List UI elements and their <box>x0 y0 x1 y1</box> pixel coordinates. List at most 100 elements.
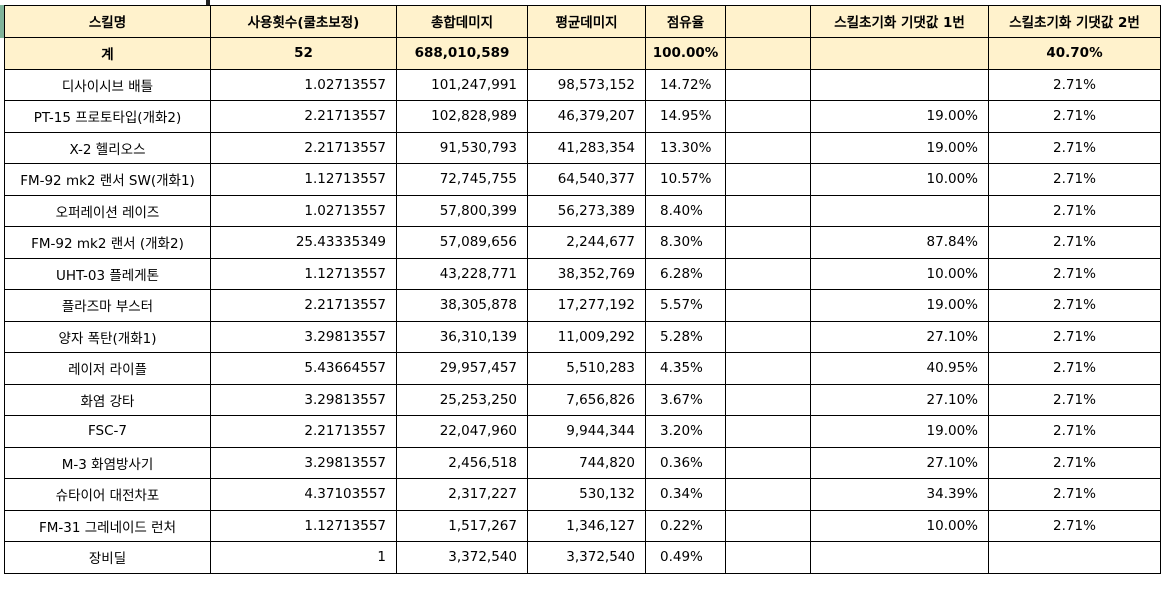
cell-blank[interactable] <box>725 163 811 196</box>
cell-reset1[interactable]: 27.10% <box>810 320 989 353</box>
cell-total-damage[interactable]: 102,828,989 <box>396 100 528 133</box>
cell-reset1[interactable] <box>810 194 989 227</box>
cell-skill-name[interactable]: 슈타이어 대전차포 <box>4 478 211 511</box>
cell-reset2[interactable]: 2.71% <box>988 226 1161 259</box>
cell-reset1[interactable]: 19.00% <box>810 100 989 133</box>
cell-total-damage[interactable]: 43,228,771 <box>396 257 528 290</box>
header-blank[interactable] <box>725 5 811 38</box>
cell-avg-damage[interactable]: 56,273,389 <box>527 194 646 227</box>
cell-share[interactable]: 0.34% <box>645 478 726 511</box>
cell-avg-damage[interactable]: 3,372,540 <box>527 541 646 574</box>
cell-avg-damage[interactable]: 1,346,127 <box>527 509 646 542</box>
cell-blank[interactable] <box>725 541 811 574</box>
cell-reset1[interactable]: 19.00% <box>810 415 989 448</box>
cell-usage[interactable]: 1.12713557 <box>210 163 397 196</box>
cell-total-damage[interactable]: 29,957,457 <box>396 352 528 385</box>
cell-share[interactable]: 0.22% <box>645 509 726 542</box>
cell-total-damage[interactable]: 72,745,755 <box>396 163 528 196</box>
cell-share[interactable]: 10.57% <box>645 163 726 196</box>
cell-reset2[interactable]: 2.71% <box>988 163 1161 196</box>
cell-reset1[interactable]: 87.84% <box>810 226 989 259</box>
cell-avg-damage[interactable]: 2,244,677 <box>527 226 646 259</box>
cell-total-damage[interactable]: 36,310,139 <box>396 320 528 353</box>
header-usage[interactable]: 사용횟수(쿨초보정) <box>210 5 397 38</box>
cell-skill-name[interactable]: PT-15 프로토타입(개화2) <box>4 100 211 133</box>
cell-avg-damage[interactable]: 11,009,292 <box>527 320 646 353</box>
cell-total-damage[interactable]: 91,530,793 <box>396 131 528 164</box>
cell-reset1[interactable] <box>810 68 989 101</box>
header-share[interactable]: 점유율 <box>645 5 726 38</box>
header-total-damage[interactable]: 총합데미지 <box>396 5 528 38</box>
cell-skill-name[interactable]: M-3 화염방사기 <box>4 446 211 479</box>
cell-reset2[interactable]: 2.71% <box>988 100 1161 133</box>
cell-usage[interactable]: 2.21713557 <box>210 131 397 164</box>
cell-blank[interactable] <box>725 352 811 385</box>
cell-reset1[interactable]: 10.00% <box>810 257 989 290</box>
cell-reset2[interactable]: 2.71% <box>988 352 1161 385</box>
cell-total-damage[interactable]: 22,047,960 <box>396 415 528 448</box>
cell-total-damage[interactable]: 38,305,878 <box>396 289 528 322</box>
header-reset2[interactable]: 스킬초기화 기댓값 2번 <box>988 5 1161 38</box>
cell-share[interactable]: 6.28% <box>645 257 726 290</box>
header-reset1[interactable]: 스킬초기화 기댓값 1번 <box>810 5 989 38</box>
cell-avg-damage[interactable]: 41,283,354 <box>527 131 646 164</box>
cell-skill-name[interactable]: FM-31 그레네이드 런처 <box>4 509 211 542</box>
cell-usage[interactable]: 1.12713557 <box>210 509 397 542</box>
cell-reset1[interactable]: 27.10% <box>810 446 989 479</box>
cell-total-damage[interactable]: 57,800,399 <box>396 194 528 227</box>
cell-share[interactable]: 3.67% <box>645 383 726 416</box>
cell-reset2[interactable]: 2.71% <box>988 68 1161 101</box>
cell-usage[interactable]: 1.02713557 <box>210 68 397 101</box>
cell-reset2[interactable]: 2.71% <box>988 289 1161 322</box>
cell-blank[interactable] <box>725 194 811 227</box>
cell-reset2[interactable] <box>988 541 1161 574</box>
cell-reset2[interactable]: 2.71% <box>988 478 1161 511</box>
cell-share[interactable]: 0.36% <box>645 446 726 479</box>
total-reset2[interactable]: 40.70% <box>988 36 1161 70</box>
cell-skill-name[interactable]: 양자 폭탄(개화1) <box>4 320 211 353</box>
cell-usage[interactable]: 2.21713557 <box>210 289 397 322</box>
cell-avg-damage[interactable]: 530,132 <box>527 478 646 511</box>
cell-share[interactable]: 8.40% <box>645 194 726 227</box>
cell-share[interactable]: 4.35% <box>645 352 726 385</box>
cell-reset1[interactable]: 40.95% <box>810 352 989 385</box>
cell-usage[interactable]: 3.29813557 <box>210 383 397 416</box>
cell-reset1[interactable]: 19.00% <box>810 289 989 322</box>
total-reset1[interactable] <box>810 36 989 70</box>
cell-usage[interactable]: 2.21713557 <box>210 100 397 133</box>
cell-blank[interactable] <box>725 257 811 290</box>
cell-share[interactable]: 5.28% <box>645 320 726 353</box>
cell-skill-name[interactable]: FSC-7 <box>4 415 211 448</box>
cell-usage[interactable]: 1 <box>210 541 397 574</box>
total-share[interactable]: 100.00% <box>645 36 726 70</box>
cell-reset2[interactable]: 2.71% <box>988 383 1161 416</box>
cell-blank[interactable] <box>725 320 811 353</box>
cell-skill-name[interactable]: X-2 헬리오스 <box>4 131 211 164</box>
cell-blank[interactable] <box>725 415 811 448</box>
cell-blank[interactable] <box>725 289 811 322</box>
cell-reset2[interactable]: 2.71% <box>988 509 1161 542</box>
cell-share[interactable]: 3.20% <box>645 415 726 448</box>
cell-reset1[interactable]: 34.39% <box>810 478 989 511</box>
cell-blank[interactable] <box>725 446 811 479</box>
cell-avg-damage[interactable]: 98,573,152 <box>527 68 646 101</box>
cell-share[interactable]: 14.95% <box>645 100 726 133</box>
column-resize-handle[interactable] <box>206 0 210 5</box>
cell-share[interactable]: 5.57% <box>645 289 726 322</box>
cell-reset2[interactable]: 2.71% <box>988 131 1161 164</box>
cell-usage[interactable]: 3.29813557 <box>210 446 397 479</box>
cell-total-damage[interactable]: 2,456,518 <box>396 446 528 479</box>
cell-skill-name[interactable]: 레이저 라이플 <box>4 352 211 385</box>
cell-total-damage[interactable]: 1,517,267 <box>396 509 528 542</box>
cell-skill-name[interactable]: UHT-03 플레게톤 <box>4 257 211 290</box>
total-label[interactable]: 계 <box>4 36 211 70</box>
cell-total-damage[interactable]: 101,247,991 <box>396 68 528 101</box>
header-avg-damage[interactable]: 평균데미지 <box>527 5 646 38</box>
cell-total-damage[interactable]: 2,317,227 <box>396 478 528 511</box>
cell-reset1[interactable]: 19.00% <box>810 131 989 164</box>
cell-skill-name[interactable]: 오퍼레이션 레이즈 <box>4 194 211 227</box>
cell-blank[interactable] <box>725 68 811 101</box>
cell-share[interactable]: 8.30% <box>645 226 726 259</box>
cell-usage[interactable]: 1.02713557 <box>210 194 397 227</box>
total-usage[interactable]: 52 <box>210 36 397 70</box>
